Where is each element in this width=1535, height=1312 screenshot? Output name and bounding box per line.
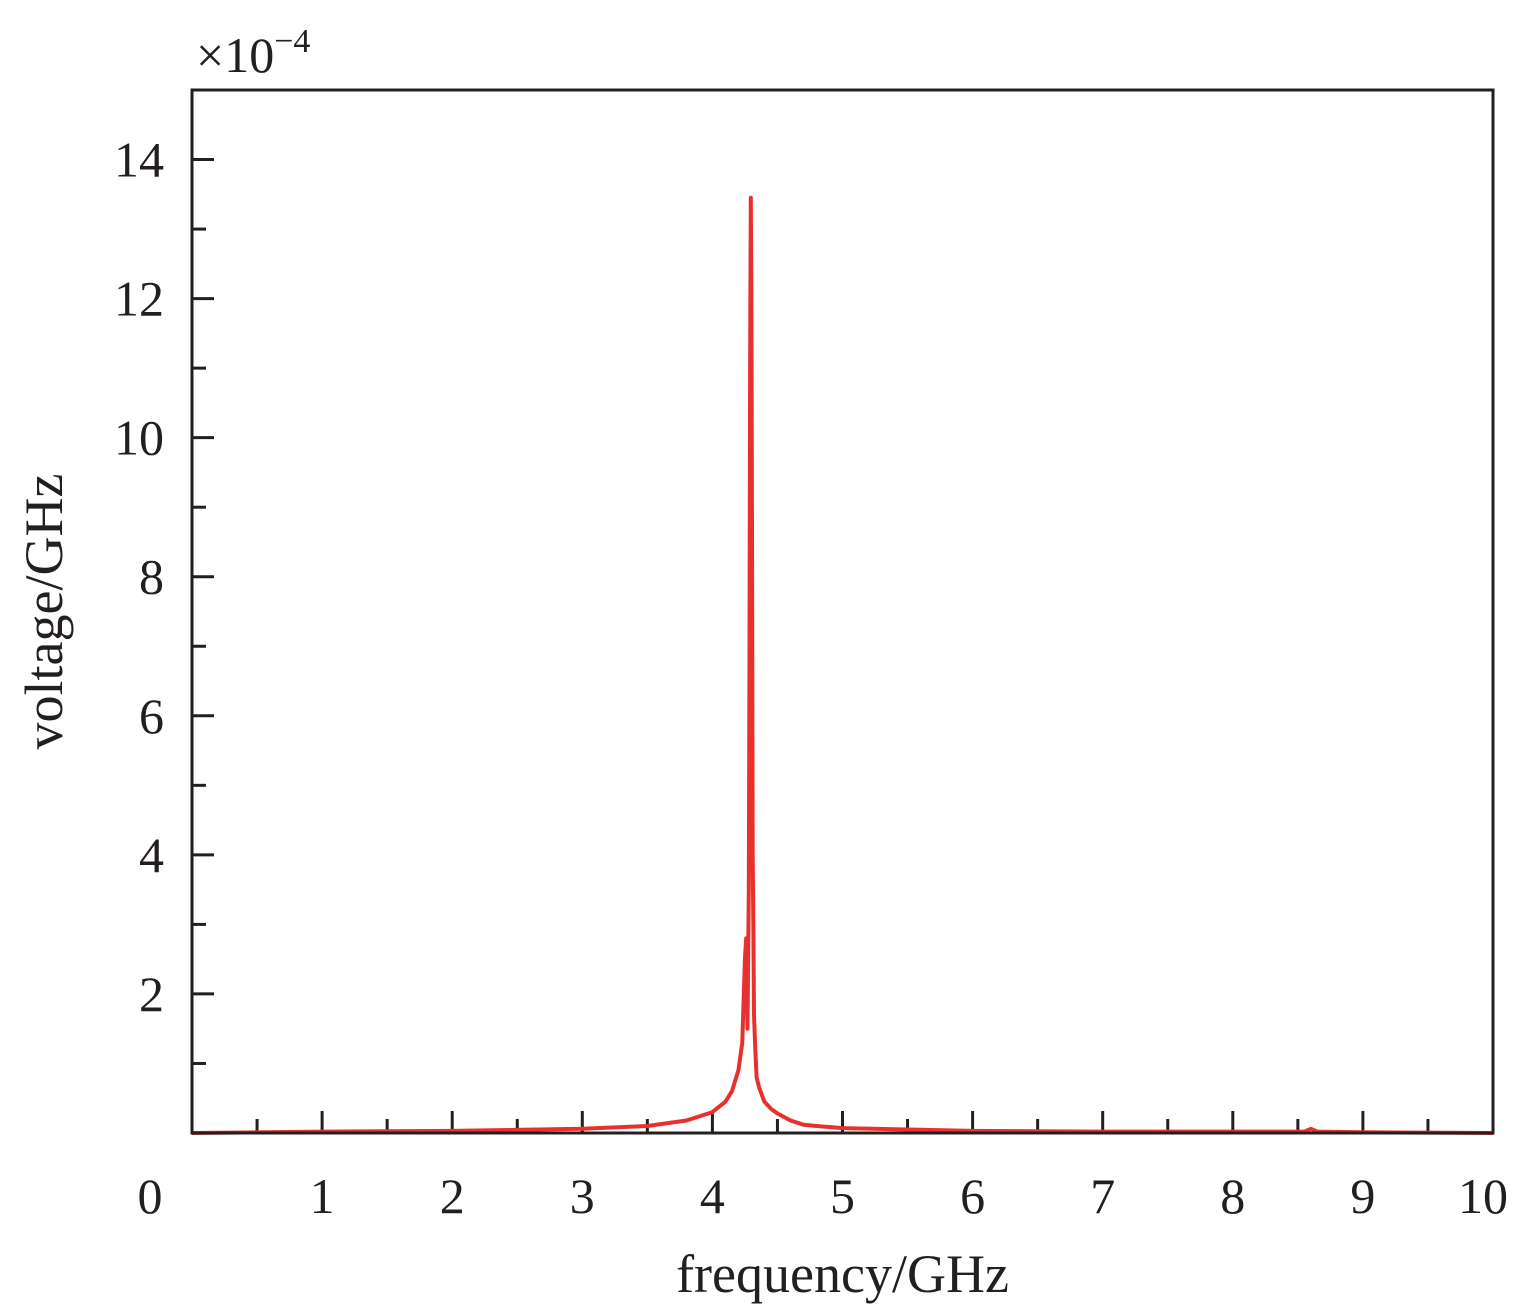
x-tick-label: 8	[1220, 1168, 1245, 1224]
y-tick-label: 8	[139, 549, 164, 605]
x-tick-label: 10	[1458, 1168, 1508, 1224]
y-tick-label: 10	[114, 410, 164, 466]
y-tick-label: 14	[114, 132, 164, 188]
x-tick-label: 0	[138, 1168, 163, 1224]
x-tick-label: 6	[960, 1168, 985, 1224]
series-group	[191, 195, 1494, 1135]
y-tick-label: 6	[139, 688, 164, 744]
y-tick-label: 12	[114, 271, 164, 327]
y-axis-multiplier: ×10−4	[196, 23, 310, 83]
x-tick-label: 2	[440, 1168, 465, 1224]
y-tick-label: 4	[139, 827, 164, 883]
x-tick-label: 7	[1090, 1168, 1115, 1224]
y-axis-multiplier-base: ×10	[196, 27, 274, 83]
x-tick-label: 4	[700, 1168, 725, 1224]
y-axis-label: voltage/GHz	[14, 474, 74, 750]
x-tick-label: 5	[830, 1168, 855, 1224]
y-axis-multiplier-exponent: −4	[274, 23, 310, 60]
y-tick-label: 2	[139, 966, 164, 1022]
x-axis-label: frequency/GHz	[676, 1244, 1009, 1304]
x-tick-label: 1	[310, 1168, 335, 1224]
x-tick-label: 9	[1350, 1168, 1375, 1224]
series-line	[191, 195, 1494, 1135]
plot-frame	[190, 88, 1495, 1135]
x-tick-label: 3	[570, 1168, 595, 1224]
